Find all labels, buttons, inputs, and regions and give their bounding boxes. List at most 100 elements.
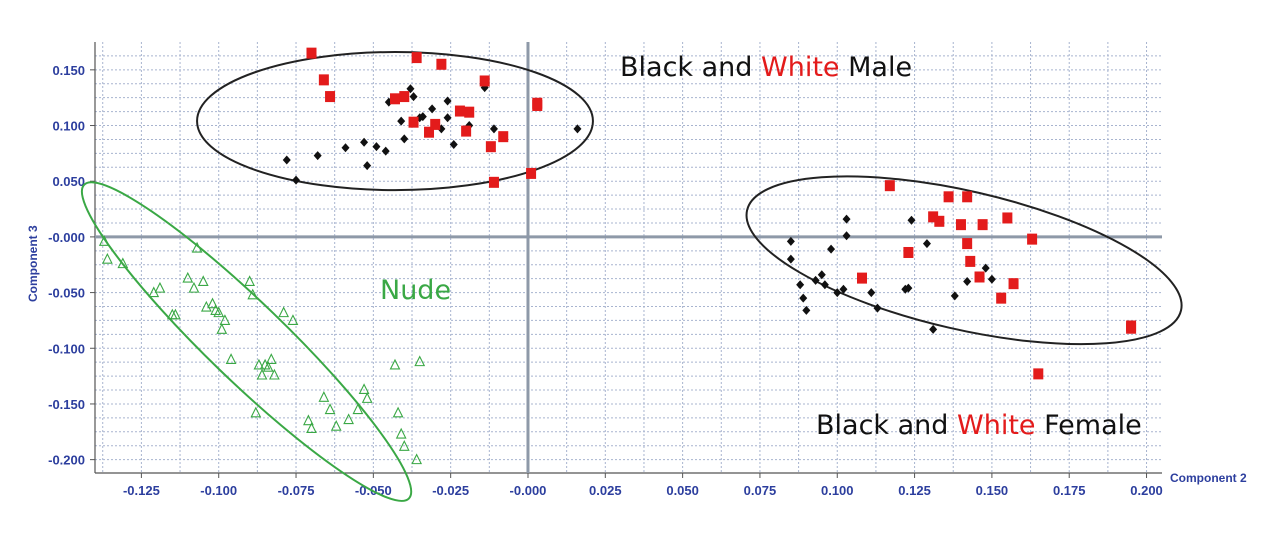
x-tick-label: 0.175 bbox=[1053, 483, 1086, 498]
black-diamond-point bbox=[573, 124, 582, 134]
black-diamond-point bbox=[817, 270, 826, 280]
green-triangle-point bbox=[191, 241, 203, 253]
black-diamond-point bbox=[799, 293, 808, 303]
red-square-point bbox=[934, 215, 945, 227]
red-square-point bbox=[306, 47, 317, 59]
green-triangle-point bbox=[262, 360, 274, 372]
black-diamond-point bbox=[443, 96, 452, 106]
axes bbox=[94, 42, 1162, 474]
annotation-female-white: White bbox=[957, 410, 1036, 441]
y-tick-label: -0.150 bbox=[48, 397, 85, 412]
x-tick-label: -0.000 bbox=[510, 483, 547, 498]
green-triangle-point bbox=[395, 427, 407, 439]
x-tick-label: -0.125 bbox=[123, 483, 160, 498]
black-diamond-point bbox=[443, 113, 452, 123]
black-diamond-point bbox=[400, 134, 409, 144]
green-triangle-point bbox=[411, 453, 423, 465]
black-diamond-point bbox=[833, 288, 842, 298]
green-triangle-point bbox=[117, 257, 129, 269]
y-tick-label: 0.100 bbox=[52, 119, 85, 134]
black-diamond-point bbox=[449, 139, 458, 149]
black-diamond-point bbox=[842, 231, 851, 241]
black-diamond-point bbox=[839, 284, 848, 294]
x-tick-label: 0.200 bbox=[1130, 483, 1163, 498]
red-square-point bbox=[461, 125, 472, 137]
red-square-point bbox=[974, 271, 985, 283]
black-diamond-point bbox=[820, 280, 829, 290]
black-diamond-point bbox=[802, 305, 811, 315]
y-tick-label: -0.100 bbox=[48, 341, 85, 356]
black-diamond-point bbox=[987, 274, 996, 284]
green-triangle-point bbox=[389, 358, 401, 370]
black-diamond-point bbox=[381, 146, 390, 156]
red-square-point bbox=[464, 106, 475, 118]
black-diamond-point bbox=[786, 236, 795, 246]
black-diamond-point bbox=[489, 124, 498, 134]
red-square-point bbox=[479, 75, 490, 87]
red-square-point bbox=[526, 167, 537, 179]
green-triangle-point bbox=[216, 323, 228, 334]
y-tick-label: 0.150 bbox=[52, 63, 85, 78]
x-axis-title: Component 2 bbox=[1170, 471, 1247, 485]
red-square-point bbox=[977, 219, 988, 231]
green-triangle-point bbox=[253, 358, 265, 370]
black-diamond-point bbox=[963, 276, 972, 286]
green-triangle-point bbox=[361, 392, 373, 403]
red-square-point bbox=[1027, 233, 1038, 245]
green-triangle-point bbox=[101, 252, 113, 264]
x-tick-label: -0.075 bbox=[278, 483, 315, 498]
y-tick-label: 0.050 bbox=[52, 174, 85, 189]
green-triangle-point bbox=[306, 422, 317, 434]
green-triangle-point bbox=[352, 403, 364, 415]
x-tick-labels: -0.125 -0.100 -0.075 -0.050 -0.025 -0.000 0.02… bbox=[123, 473, 1163, 498]
red-square-point bbox=[1126, 322, 1137, 334]
black-diamond-point bbox=[827, 244, 836, 254]
green-triangle-point bbox=[358, 383, 370, 395]
red-square-point bbox=[325, 91, 336, 103]
red-square-point bbox=[408, 116, 419, 128]
green-triangle-point bbox=[154, 281, 166, 293]
red-square-point bbox=[532, 97, 543, 109]
x-tick-label: 0.050 bbox=[666, 483, 699, 498]
green-triangle-point bbox=[188, 281, 200, 293]
annotation-male-white: White bbox=[761, 52, 840, 83]
green-triangle-point bbox=[213, 306, 225, 318]
y-tick-label: -0.000 bbox=[48, 230, 85, 245]
black-diamond-point bbox=[418, 112, 427, 122]
green-triangle-point bbox=[207, 297, 218, 309]
red-square-point bbox=[1008, 278, 1019, 290]
red-square-point bbox=[411, 52, 422, 64]
green-triangle-point bbox=[392, 406, 404, 418]
black-diamond-point bbox=[867, 288, 876, 298]
y-tick-label: -0.050 bbox=[48, 286, 85, 301]
red-square-point bbox=[424, 126, 435, 138]
green-triangle-point bbox=[318, 391, 330, 402]
red-square-point bbox=[498, 131, 509, 143]
green-triangle-point bbox=[225, 353, 237, 364]
red-square-point bbox=[399, 91, 410, 103]
x-tick-label: 0.100 bbox=[821, 483, 854, 498]
red-square-point bbox=[903, 246, 914, 258]
green-triangle-point bbox=[268, 368, 280, 380]
black-diamond-point bbox=[406, 84, 415, 94]
x-tick-label: 0.075 bbox=[744, 483, 777, 498]
red-square-point bbox=[488, 176, 499, 188]
black-diamond-point bbox=[341, 143, 350, 153]
black-diamond-point bbox=[282, 155, 291, 165]
red-square-point bbox=[454, 105, 465, 117]
annotation-female-part3: Female bbox=[1036, 410, 1142, 441]
cluster-ellipse bbox=[196, 51, 594, 192]
green-triangle-point bbox=[170, 308, 181, 320]
black-diamond-point bbox=[360, 137, 369, 147]
red-square-point bbox=[996, 292, 1007, 304]
green-triangle-point bbox=[247, 288, 259, 300]
cluster-ellipses bbox=[80, 51, 1183, 502]
black-diamond-point bbox=[842, 214, 851, 224]
annotation-female: Black and White Female bbox=[816, 410, 1142, 441]
green-triangle-point bbox=[182, 271, 194, 283]
green-triangle-point bbox=[219, 314, 231, 325]
red-square-point bbox=[962, 191, 973, 203]
black-diamond-point bbox=[950, 291, 959, 301]
red-square-point bbox=[955, 219, 966, 231]
x-tick-label: -0.100 bbox=[200, 483, 237, 498]
